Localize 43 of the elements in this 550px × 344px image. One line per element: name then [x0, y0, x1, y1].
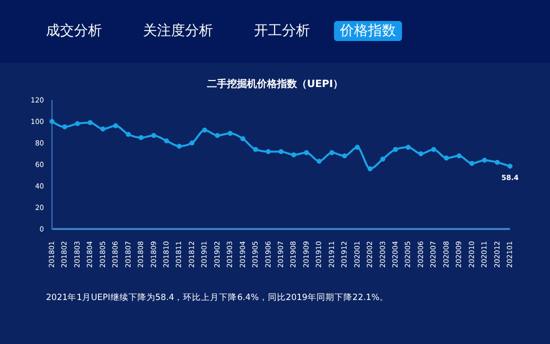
- point: [151, 132, 156, 138]
- point: [456, 153, 462, 158]
- point: [164, 138, 169, 144]
- point: [291, 152, 296, 158]
- point: [240, 136, 246, 142]
- point: [126, 132, 131, 137]
- point: [469, 160, 474, 166]
- point: [418, 151, 424, 156]
- point: [278, 149, 284, 154]
- point: [368, 166, 373, 172]
- point: [50, 119, 54, 124]
- text: 开工分析: [253, 22, 311, 41]
- point: [393, 146, 398, 152]
- text: 关注度分析: [142, 22, 214, 41]
- point: [444, 156, 449, 161]
- point: [266, 149, 271, 154]
- chart-title: 二手挖掘机价格指数（UEPI）: [206, 78, 344, 91]
- point: [202, 128, 208, 133]
- point: [62, 124, 68, 130]
- text: 价格指数: [334, 21, 402, 41]
- point: [88, 120, 93, 126]
- point: [482, 158, 488, 163]
- point: [100, 126, 106, 132]
- point: [228, 130, 233, 136]
- point: [253, 146, 258, 152]
- point: [189, 140, 194, 146]
- point: [113, 123, 118, 128]
- point: [74, 121, 80, 126]
- point: [342, 153, 348, 158]
- point: [176, 144, 182, 149]
- point: [304, 150, 309, 156]
- point: [329, 150, 334, 156]
- point: [380, 156, 386, 162]
- point: [431, 146, 436, 152]
- text: 2021年1月UEPI继续下降为58.4，环比上月下降6.4%，同比2019年同期下降22.1%。: [46, 292, 388, 304]
- text: 成交分析: [45, 22, 103, 41]
- point: [214, 132, 220, 138]
- point: [406, 144, 411, 150]
- point: [508, 164, 512, 169]
- point: [494, 160, 500, 165]
- point: [138, 135, 144, 140]
- point: [316, 158, 322, 164]
- point: [354, 144, 360, 150]
